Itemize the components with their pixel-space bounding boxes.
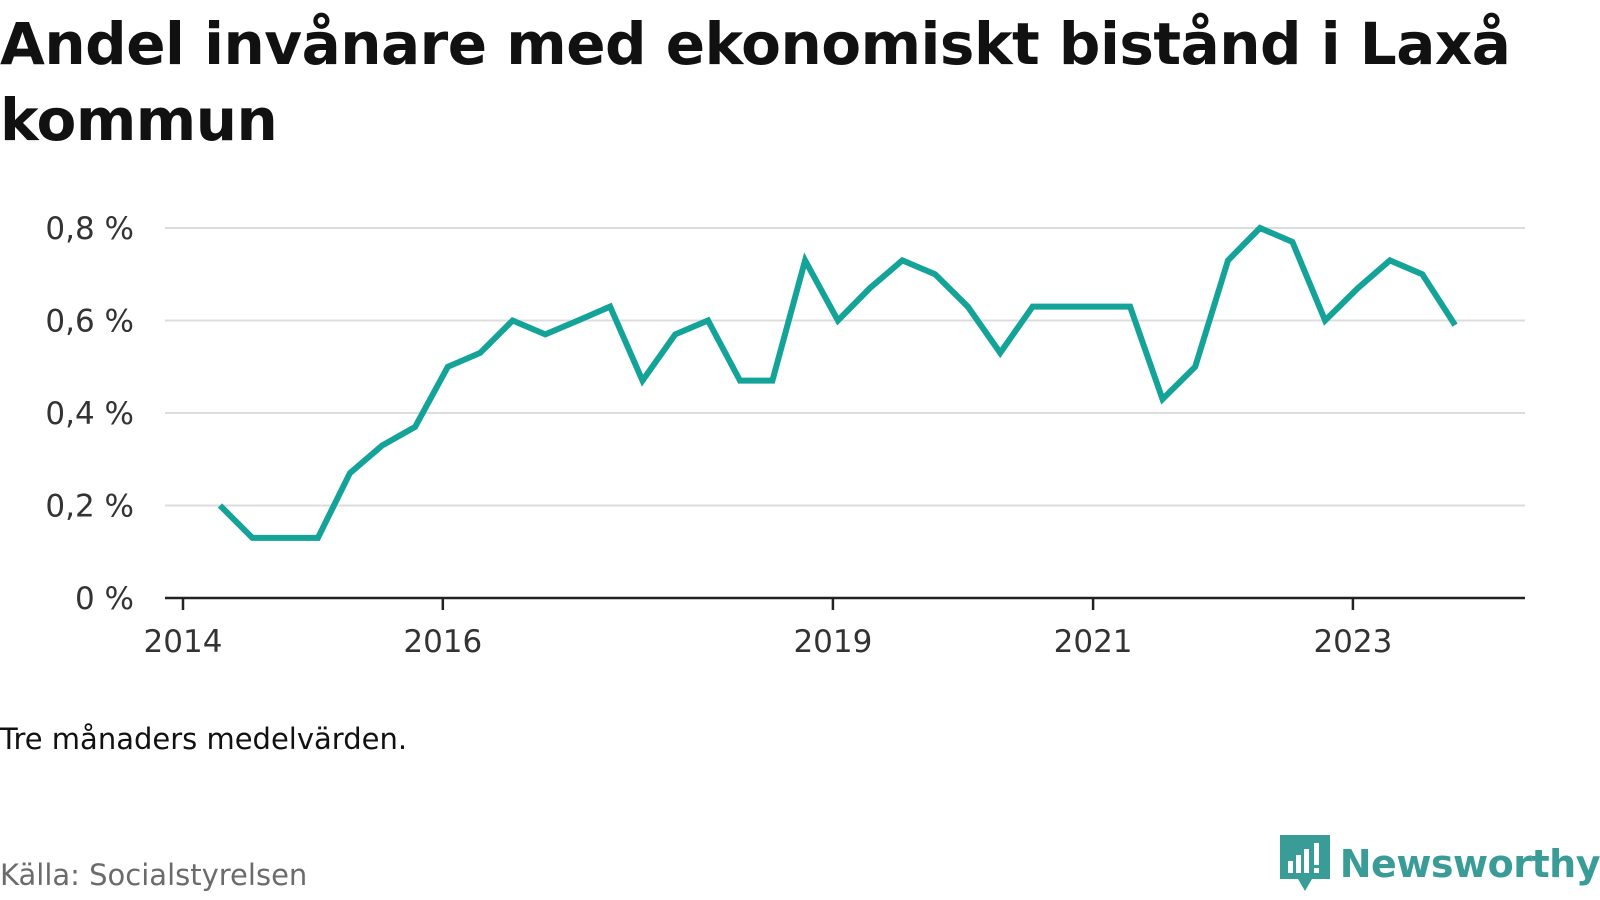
x-tick-label: 2023 (1313, 624, 1392, 660)
data-point (1355, 285, 1361, 291)
data-point (542, 331, 548, 337)
data-point (1322, 318, 1328, 324)
data-point (1452, 322, 1458, 328)
y-tick-label: 0,4 % (45, 396, 134, 432)
y-tick-label: 0,2 % (45, 489, 134, 525)
brand-logo[interactable]: Newsworthy (1279, 835, 1600, 892)
data-point (769, 378, 775, 384)
data-point (282, 535, 288, 541)
data-point (1387, 257, 1393, 263)
chart-note: Tre månaders medelvärden. (0, 722, 408, 756)
data-point (672, 331, 678, 337)
data-point (607, 304, 613, 310)
x-tick-label: 2019 (793, 624, 872, 660)
data-point (477, 350, 483, 356)
data-point (1289, 239, 1295, 245)
data-point (932, 271, 938, 277)
data-point (1257, 225, 1263, 231)
newsworthy-logo-icon (1279, 835, 1330, 891)
series-line (217, 224, 1458, 541)
y-tick-label: 0 % (75, 581, 134, 617)
data-point (737, 378, 743, 384)
y-tick-label: 0,8 % (45, 211, 134, 247)
data-point (575, 318, 581, 324)
x-tick-label: 2021 (1054, 624, 1133, 660)
data-point (249, 535, 255, 541)
data-point (639, 378, 645, 384)
x-tick-label: 2016 (403, 624, 482, 660)
data-point (802, 257, 808, 263)
data-point (1030, 304, 1036, 310)
data-point (412, 424, 418, 430)
source-credit: Källa: Socialstyrelsen (0, 858, 308, 892)
data-point (705, 318, 711, 324)
data-point (445, 364, 451, 370)
gridlines (165, 227, 1525, 507)
data-point (899, 257, 905, 263)
data-point (1192, 364, 1198, 370)
data-point (1062, 304, 1068, 310)
data-point (1127, 304, 1133, 310)
data-point (347, 470, 353, 476)
x-axis: 2014 2016 2019 2021 2023 (144, 596, 1525, 660)
data-point (1225, 257, 1231, 263)
series-layer (217, 224, 1458, 541)
data-point (379, 442, 385, 448)
data-point (1095, 304, 1101, 310)
data-point (867, 285, 873, 291)
data-point (965, 304, 971, 310)
data-point (1159, 396, 1165, 402)
brand-name: Newsworthy (1339, 842, 1600, 886)
x-tick-label: 2014 (144, 624, 223, 660)
data-point (1419, 271, 1425, 277)
line-chart: 0 % 0,2 % 0,4 % 0,6 % 0,8 % 2014 2016 2019 2021… (45, 211, 1525, 660)
data-point (997, 350, 1003, 356)
data-point (835, 318, 841, 324)
data-point (510, 318, 516, 324)
y-tick-label: 0,6 % (45, 304, 134, 340)
y-axis-ticks: 0 % 0,2 % 0,4 % 0,6 % 0,8 % (45, 211, 134, 617)
data-point (315, 535, 321, 541)
data-point (217, 503, 223, 509)
chart-title: Andel invånare med ekonomiskt bistånd i … (0, 10, 1511, 154)
